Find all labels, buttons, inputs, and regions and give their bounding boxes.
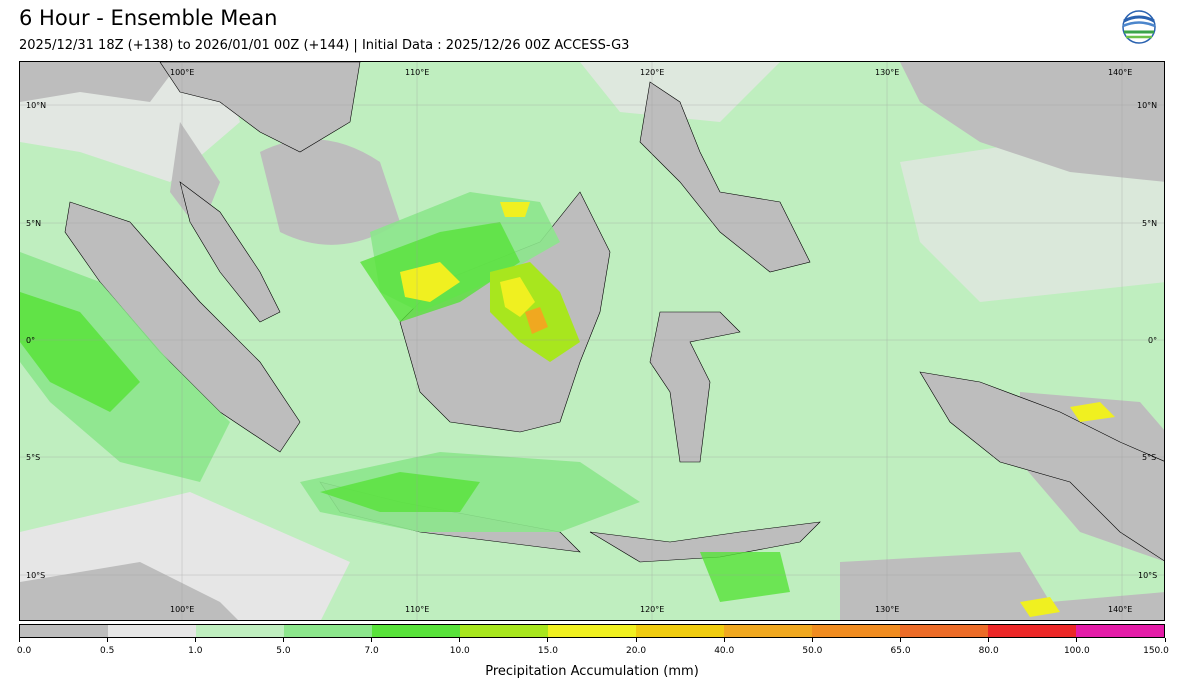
precipitation-colorbar [19,624,1165,638]
colorbar-tick-mark [811,638,813,642]
lon-label-bottom: 110°E [405,605,430,614]
lon-label-top: 140°E [1108,68,1133,77]
colorbar-segment [372,625,460,637]
colorbar-segment [548,625,636,637]
colorbar-segment [284,625,372,637]
colorbar-tick-mark [635,638,637,642]
lat-label-left: 0° [26,336,36,345]
lon-label-top: 120°E [640,68,665,77]
colorbar-tick-label: 150.0 [1143,646,1169,656]
colorbar-tick-label: 50.0 [802,646,823,656]
lon-label-bottom: 100°E [170,605,195,614]
colorbar-segment [812,625,900,637]
colorbar-segment [900,625,988,637]
colorbar-tick-label: 0.0 [16,646,32,656]
colorbar-tick-mark [723,638,725,642]
colorbar-tick-mark [1076,638,1078,642]
map-subtitle: 2025/12/31 18Z (+138) to 2026/01/01 00Z … [19,38,630,53]
colorbar-tick-mark [988,638,990,642]
colorbar-tick-mark [282,638,284,642]
lon-label-top: 130°E [875,68,900,77]
colorbar-tick-label: 7.0 [364,646,379,656]
colorbar-segment [636,625,724,637]
lon-label-bottom: 140°E [1108,605,1133,614]
lon-label-bottom: 130°E [875,605,900,614]
lat-label-right: 5°N [1142,219,1158,228]
colorbar-tick-label: 100.0 [1063,646,1090,656]
lat-label-left: 5°S [26,453,41,462]
colorbar-tick-label: 10.0 [449,646,470,656]
lon-label-top: 110°E [405,68,430,77]
lat-label-left: 10°N [26,101,47,110]
colorbar-segment [988,625,1076,637]
lat-label-left: 5°N [26,219,42,228]
lat-label-right: 10°N [1137,101,1158,110]
colorbar-tick-label: 1.0 [188,646,203,656]
colorbar-segment [724,625,812,637]
colorbar-tick-label: 0.5 [99,646,115,656]
colorbar-label: Precipitation Accumulation (mm) [485,664,699,679]
map-title: 6 Hour - Ensemble Mean [19,6,278,30]
colorbar-tick-label: 80.0 [978,646,999,656]
colorbar-tick-label: 65.0 [890,646,911,656]
colorbar-tick-label: 40.0 [714,646,735,656]
colorbar-tick-label: 15.0 [537,646,558,656]
colorbar-segment [20,625,108,637]
map-canvas [20,62,1164,620]
colorbar-tick-mark [18,638,20,642]
precipitation-map: 100°E 110°E 120°E 130°E 140°E 100°E 110°… [19,61,1165,621]
lon-label-bottom: 120°E [640,605,665,614]
colorbar-segment [196,625,284,637]
colorbar-segment [1076,625,1164,637]
colorbar-tick-label: 20.0 [626,646,647,656]
lat-label-right: 0° [1148,336,1158,345]
bmkg-logo [1120,10,1158,56]
lat-label-left: 10°S [26,571,46,580]
lat-label-right: 5°S [1142,453,1157,462]
lat-label-right: 10°S [1138,571,1158,580]
colorbar-tick-mark [194,638,196,642]
colorbar-tick-mark [371,638,373,642]
colorbar-tick-mark [106,638,108,642]
colorbar-segment [460,625,548,637]
colorbar-tick-mark [900,638,902,642]
colorbar-tick-mark [459,638,461,642]
colorbar-tick-mark [547,638,549,642]
colorbar-tick-mark [1164,638,1166,642]
lon-label-top: 100°E [170,68,195,77]
colorbar-segment [108,625,196,637]
colorbar-tick-label: 5.0 [276,646,291,656]
